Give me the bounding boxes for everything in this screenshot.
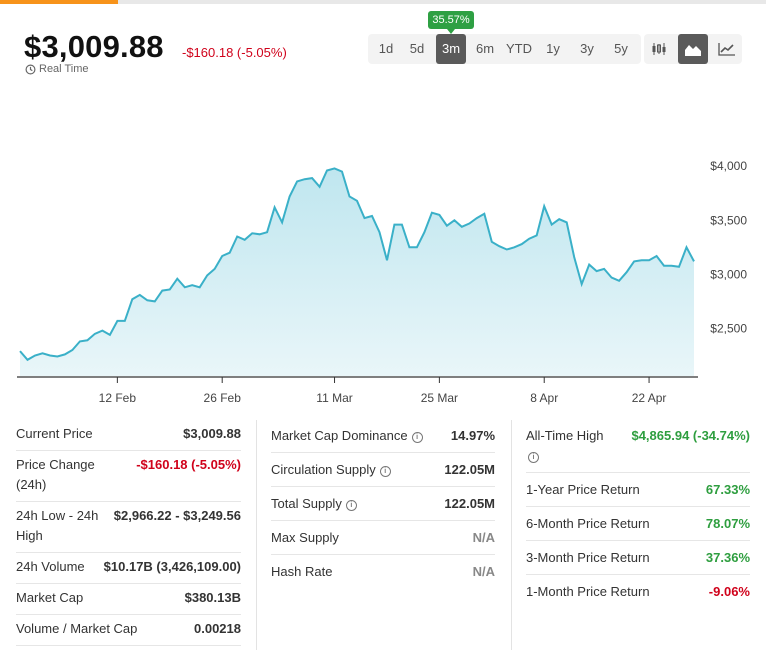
area-chart-button[interactable] (678, 34, 708, 64)
stat-row-max-supply: Max Supply N/A (271, 521, 495, 555)
stat-row-hash-rate: Hash Rate N/A (271, 555, 495, 588)
top-progress-bar (0, 0, 766, 4)
stat-label: 6-Month Price Return (526, 516, 650, 531)
x-tick-label: 8 Apr (530, 391, 558, 405)
stat-value: 14.97% (450, 428, 495, 443)
info-icon[interactable]: i (528, 452, 539, 463)
top-progress-accent (0, 0, 118, 4)
stat-value: -9.06% (708, 584, 750, 599)
area-chart-icon (685, 45, 701, 56)
x-tick-label: 25 Mar (421, 391, 458, 405)
stat-row-price-change: Price Change (24h) -$160.18 (-5.05%) (16, 451, 241, 502)
stat-value: 37.36% (705, 550, 750, 565)
stat-label: Total Supply i (271, 494, 357, 514)
stat-label-text: Circulation Supply (271, 462, 376, 477)
stat-row-volume-market-cap: Volume / Market Cap 0.00218 (16, 615, 241, 646)
chart-type-selector (644, 34, 742, 64)
stat-label: Market Cap Dominance i (271, 426, 423, 446)
range-1y-button[interactable]: 1y (546, 41, 560, 56)
price-change: -$160.18 (-5.05%) (182, 45, 287, 60)
stats-column-returns: All-Time High i $4,865.94 (-34.74%) 1-Yea… (526, 420, 750, 608)
stat-value: 122.05M (444, 462, 495, 477)
stat-value: 78.07% (705, 516, 750, 531)
realtime-label: Real Time (39, 63, 89, 75)
stat-row-24h-range: 24h Low - 24h High $2,966.22 - $3,249.56 (16, 502, 241, 553)
stat-value: N/A (472, 530, 495, 545)
y-tick-label: $4,000 (710, 159, 747, 173)
stat-row-circulation-supply: Circulation Supply i 122.05M (271, 453, 495, 487)
range-1d-button[interactable]: 1d (378, 41, 394, 56)
stat-label: 1-Month Price Return (526, 584, 650, 599)
x-tick-label: 22 Apr (632, 391, 667, 405)
candlestick-chart-button[interactable] (644, 34, 674, 64)
stat-row-current-price: Current Price $3,009.88 (16, 420, 241, 451)
stat-value: -$160.18 (-5.05%) (136, 457, 241, 472)
range-3y-button[interactable]: 3y (580, 41, 594, 56)
stats-column-supply: Market Cap Dominance i 14.97% Circulation… (271, 420, 495, 588)
realtime-indicator: Real Time (25, 63, 89, 75)
stat-label: 24h Low - 24h High (16, 508, 99, 543)
stat-value: $3,009.88 (183, 426, 241, 441)
stat-label-text: Market Cap Dominance (271, 428, 408, 443)
info-icon[interactable]: i (379, 466, 391, 477)
stat-value: 0.00218 (194, 621, 241, 636)
range-3m-button[interactable]: 3m (436, 34, 466, 64)
stat-label: 3-Month Price Return (526, 550, 650, 565)
price-area-chart[interactable]: 12 Feb 26 Feb 11 Mar 25 Mar 8 Apr 22 Apr $4,00… (0, 150, 766, 410)
stat-value: $2,966.22 - $3,249.56 (113, 508, 241, 523)
stat-row-total-supply: Total Supply i 122.05M (271, 487, 495, 521)
stat-label: 1-Year Price Return (526, 482, 640, 497)
column-divider (511, 420, 512, 650)
stat-label: Hash Rate (271, 564, 333, 579)
clock-icon (25, 64, 36, 74)
y-tick-label: $3,000 (710, 267, 747, 281)
stat-label: Price Change (24h) (16, 457, 95, 492)
stat-label: Current Price (16, 426, 93, 441)
stat-value: $4,865.94 (-34.74%) (631, 428, 750, 443)
stat-label: Max Supply (271, 530, 339, 545)
stat-label-text: All-Time High (526, 428, 604, 443)
y-tick-label: $2,500 (710, 321, 747, 335)
x-tick-label: 11 Mar (316, 391, 352, 405)
stat-label: Volume / Market Cap (16, 621, 138, 636)
line-chart-icon (718, 43, 735, 56)
stat-value: N/A (472, 564, 495, 579)
range-ytd-button[interactable]: YTD (506, 41, 532, 56)
stat-value: 122.05M (444, 496, 495, 511)
price-line (19, 167, 695, 362)
stat-row-6m-return: 6-Month Price Return 78.07% (526, 507, 750, 541)
line-chart-button[interactable] (712, 34, 742, 64)
info-icon[interactable]: i (411, 432, 423, 443)
stat-label: All-Time High i (526, 426, 604, 466)
x-tick-label: 12 Feb (99, 391, 137, 405)
stat-row-3m-return: 3-Month Price Return 37.36% (526, 541, 750, 575)
y-tick-label: $3,500 (710, 213, 747, 227)
stat-label: Circulation Supply i (271, 460, 391, 480)
stat-row-market-cap: Market Cap $380.13B (16, 584, 241, 615)
time-range-selector: 1d 5d 3m 6m YTD 1y 3y 5y (368, 34, 641, 64)
stat-row-1m-return: 1-Month Price Return -9.06% (526, 575, 750, 608)
stat-value: $10.17B (3,426,109.00) (103, 559, 241, 574)
range-6m-button[interactable]: 6m (475, 41, 495, 56)
stat-label: 24h Volume (16, 559, 85, 574)
stat-label: Market Cap (16, 590, 84, 605)
info-icon[interactable]: i (345, 500, 357, 511)
stat-row-1y-return: 1-Year Price Return 67.33% (526, 473, 750, 507)
candlestick-icon (652, 43, 666, 55)
stat-row-dominance: Market Cap Dominance i 14.97% (271, 420, 495, 453)
stat-row-24h-volume: 24h Volume $10.17B (3,426,109.00) (16, 553, 241, 584)
stats-column-market: Current Price $3,009.88 Price Change (24… (16, 420, 241, 646)
current-price: $3,009.88 (24, 29, 164, 64)
stat-row-all-time-high: All-Time High i $4,865.94 (-34.74%) (526, 420, 750, 473)
stat-label-text: Total Supply (271, 496, 342, 511)
stat-value: 67.33% (705, 482, 750, 497)
x-tick-label: 26 Feb (204, 391, 242, 405)
stat-value: $380.13B (184, 590, 241, 605)
range-return-tooltip: 35.57% (428, 11, 474, 34)
column-divider (256, 420, 257, 650)
range-5y-button[interactable]: 5y (614, 41, 628, 56)
range-5d-button[interactable]: 5d (409, 41, 425, 56)
price-area-fill (20, 168, 694, 376)
